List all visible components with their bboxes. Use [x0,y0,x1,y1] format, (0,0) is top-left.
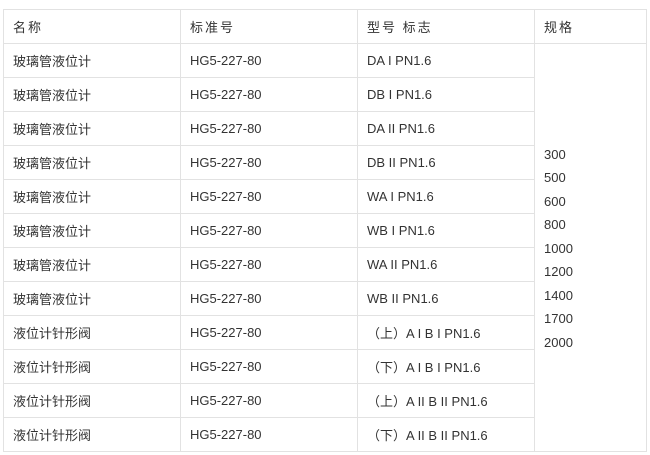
cell-name: 玻璃管液位计 [3,179,181,214]
cell-model: （下）A I B I PN1.6 [357,349,535,384]
table-row: 玻璃管液位计 HG5-227-80 DB I PN1.6 [3,77,647,112]
cell-model: （上）A I B I PN1.6 [357,315,535,350]
cell-standard: HG5-227-80 [180,145,358,180]
spec-value: 1000 [544,240,573,256]
header-row: 名称 标准号 型号 标志 规格 [3,9,647,44]
cell-model: WB I PN1.6 [357,213,535,248]
cell-name: 玻璃管液位计 [3,281,181,316]
cell-standard: HG5-227-80 [180,247,358,282]
spec-table: 名称 标准号 型号 标志 规格 玻璃管液位计 HG5-227-80 DA I PN1… [3,9,647,452]
table-row: 玻璃管液位计 HG5-227-80 DA I PN1.6 300 500 600 800 10… [3,43,647,452]
cell-name: 玻璃管液位计 [3,247,181,282]
spec-value: 1700 [544,311,573,327]
cell-name: 玻璃管液位计 [3,43,181,78]
table-row: 液位计针形阀 HG5-227-80 （上）A II B II PN1.6 [3,383,647,418]
cell-name: 液位计针形阀 [3,383,181,418]
spec-value: 300 [544,146,566,162]
spec-value: 2000 [544,334,573,350]
cell-standard: HG5-227-80 [180,179,358,214]
cell-model: （下）A II B II PN1.6 [357,417,535,452]
cell-name: 液位计针形阀 [3,315,181,350]
header-name: 名称 [3,9,181,44]
cell-model: WA II PN1.6 [357,247,535,282]
cell-standard: HG5-227-80 [180,213,358,248]
table-row: 玻璃管液位计 HG5-227-80 DB II PN1.6 [3,145,647,180]
cell-model: WA I PN1.6 [357,179,535,214]
spec-value: 1200 [544,264,573,280]
cell-model: DA II PN1.6 [357,111,535,146]
cell-standard: HG5-227-80 [180,349,358,384]
cell-model: DB I PN1.6 [357,77,535,112]
table-row: 液位计针形阀 HG5-227-80 （下）A II B II PN1.6 [3,417,647,452]
table-row: 液位计针形阀 HG5-227-80 （下）A I B I PN1.6 [3,349,647,384]
header-spec: 规格 [534,9,647,44]
cell-standard: HG5-227-80 [180,383,358,418]
cell-spec-list: 300 500 600 800 1000 1200 1400 1700 2000 [534,43,647,452]
header-model: 型号 标志 [357,9,535,44]
cell-name: 玻璃管液位计 [3,77,181,112]
cell-standard: HG5-227-80 [180,315,358,350]
cell-standard: HG5-227-80 [180,43,358,78]
header-standard: 标准号 [180,9,358,44]
table-row: 玻璃管液位计 HG5-227-80 DA II PN1.6 [3,111,647,146]
cell-standard: HG5-227-80 [180,417,358,452]
cell-standard: HG5-227-80 [180,77,358,112]
table-row: 玻璃管液位计 HG5-227-80 WA II PN1.6 [3,247,647,282]
cell-model: WB II PN1.6 [357,281,535,316]
cell-name: 液位计针形阀 [3,349,181,384]
spec-value: 800 [544,217,566,233]
table-row: 玻璃管液位计 HG5-227-80 WA I PN1.6 [3,179,647,214]
cell-model: DB II PN1.6 [357,145,535,180]
cell-name: 液位计针形阀 [3,417,181,452]
spec-value: 1400 [544,287,573,303]
table-row: 液位计针形阀 HG5-227-80 （上）A I B I PN1.6 [3,315,647,350]
cell-name: 玻璃管液位计 [3,145,181,180]
spec-value: 500 [544,170,566,186]
cell-name: 玻璃管液位计 [3,213,181,248]
cell-model: （上）A II B II PN1.6 [357,383,535,418]
table-row: 玻璃管液位计 HG5-227-80 WB I PN1.6 [3,213,647,248]
cell-standard: HG5-227-80 [180,111,358,146]
cell-name: 玻璃管液位计 [3,111,181,146]
spec-value: 600 [544,193,566,209]
cell-standard: HG5-227-80 [180,281,358,316]
cell-model: DA I PN1.6 [357,43,535,78]
table-row: 玻璃管液位计 HG5-227-80 WB II PN1.6 [3,281,647,316]
